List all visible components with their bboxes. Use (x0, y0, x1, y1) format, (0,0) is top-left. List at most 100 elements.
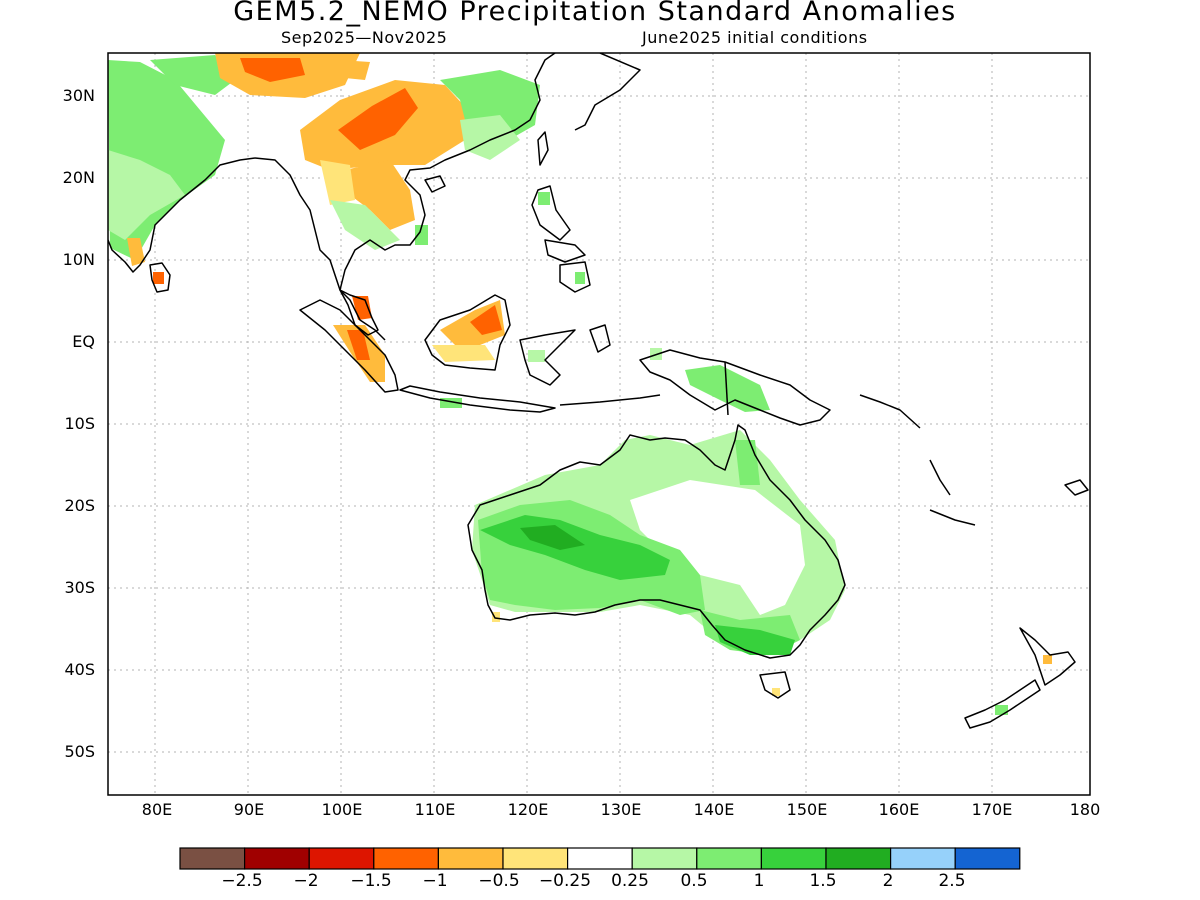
anomaly-china-red (338, 88, 418, 150)
anomaly-china-light (460, 115, 520, 160)
lat-label: 30S (64, 578, 95, 597)
lon-label: 90E (233, 800, 265, 819)
colorbar-swatch (437, 847, 504, 870)
coast-lesser-sunda (559, 394, 661, 406)
anomaly-nepal-green (150, 55, 235, 95)
anomaly-vietnam-green (415, 225, 428, 245)
coast-luzon (531, 185, 571, 241)
lon-label: 180 (1069, 800, 1101, 819)
colorbar-swatch (244, 847, 310, 870)
anomaly-tibet-red (240, 58, 305, 82)
lat-label: EQ (72, 332, 95, 351)
lat-label: 20S (64, 496, 95, 515)
anomaly-fields (108, 53, 1052, 715)
anomaly-india-south-orange (127, 238, 145, 266)
lon-label: 100E (321, 800, 363, 819)
coast-visayas (544, 239, 586, 263)
colorbar-tick-label: 0.5 (680, 871, 708, 891)
graticule-grid (108, 53, 1090, 795)
anomaly-sumatra-red (347, 330, 370, 360)
map-frame (107, 52, 1091, 796)
lon-label: 150E (786, 800, 828, 819)
anomaly-china-green (440, 70, 540, 145)
coast-srilanka (149, 262, 171, 293)
anomaly-indochina-orange (345, 160, 415, 230)
anomaly-sulawesi-green (528, 350, 545, 362)
initial-conditions-subtitle: June2025 initial conditions (642, 28, 868, 47)
anomaly-mindanao-green (575, 272, 585, 284)
coast-borneo (424, 294, 511, 371)
lon-label: 140E (693, 800, 735, 819)
colorbar-swatch (954, 847, 1021, 870)
anomaly-indochina-green (330, 200, 400, 250)
coast-png-border (724, 361, 729, 416)
coast-vanuatu (929, 459, 951, 496)
anomaly-tibet-orange-2 (340, 60, 370, 80)
colorbar-tick-label: −1.5 (350, 871, 392, 891)
anomaly-australia-dark (520, 525, 585, 550)
anomaly-nz-orange (1043, 655, 1052, 664)
colorbar-tick-label: −2 (293, 871, 319, 891)
coast-halmahera (589, 324, 611, 353)
colorbar-tick-label: 2 (882, 871, 894, 891)
colorbar-tick-label: 0.25 (611, 871, 649, 891)
lon-label: 110E (414, 800, 456, 819)
lon-label: 130E (600, 800, 642, 819)
anomaly-tasmania-yellow (772, 688, 780, 696)
colorbar-swatch (631, 847, 698, 870)
coast-newguinea (639, 349, 831, 426)
coast-malay-peninsula (339, 289, 379, 336)
anomaly-luzon-green (538, 192, 550, 205)
colorbar-tick-label: 1 (753, 871, 765, 891)
coast-hainan (424, 175, 446, 193)
coast-solomons (859, 394, 921, 429)
coast-new-caledonia (929, 509, 976, 526)
anomaly-india-light (108, 150, 185, 240)
anomaly-australia-se (715, 625, 795, 655)
lon-label: 80E (141, 800, 173, 819)
page-title: GEM5.2_NEMO Precipitation Standard Anoma… (233, 0, 957, 27)
colorbar-tick-label: 1.5 (809, 871, 837, 891)
coast-india (108, 157, 256, 273)
coast-myanmar (254, 157, 386, 341)
anomaly-indochina-yellow (320, 160, 355, 205)
lat-label: 30N (62, 86, 95, 105)
coast-sumatra (299, 299, 399, 393)
coast-japan (574, 53, 641, 131)
lat-label: 50S (64, 742, 95, 761)
colorbar-swatch (566, 847, 633, 870)
colorbar-tick-label: −0.25 (538, 871, 592, 891)
anomaly-borneo-red (470, 305, 502, 335)
season-subtitle: Sep2025—Nov2025 (281, 28, 448, 47)
lat-label: 10S (64, 414, 95, 433)
lat-label: 20N (62, 168, 95, 187)
lat-label: 40S (64, 660, 95, 679)
coast-tasmania (759, 671, 791, 699)
anomaly-newguinea-green (685, 365, 770, 412)
colorbar-tick-label: 2.5 (938, 871, 966, 891)
lon-label: 120E (507, 800, 549, 819)
colorbar-tick-label: −1 (422, 871, 448, 891)
colorbar-swatch (696, 847, 762, 870)
coast-australia (467, 424, 846, 659)
anomaly-australia-white (630, 480, 805, 615)
colorbar-swatch (373, 847, 439, 870)
coast-sulawesi (519, 329, 576, 386)
colorbar-tick-label: −0.5 (478, 871, 520, 891)
coast-java (399, 385, 556, 413)
coast-nz-north (1019, 627, 1076, 686)
coast-taiwan (537, 131, 549, 166)
coast-nz-south (964, 679, 1041, 729)
lon-label: 160E (878, 800, 920, 819)
coast-mindanao (559, 261, 591, 293)
colorbar (179, 847, 1021, 870)
coast-indochina (339, 53, 556, 291)
anomaly-borneo-yellow (432, 345, 495, 362)
lat-label: 10N (62, 250, 95, 269)
colorbar-tick-label: −2.5 (221, 871, 263, 891)
anomaly-australia-sw-yellow (492, 612, 500, 622)
colorbar-swatch (179, 847, 246, 870)
colorbar-swatch (502, 847, 569, 870)
anomaly-srilanka (153, 272, 164, 284)
